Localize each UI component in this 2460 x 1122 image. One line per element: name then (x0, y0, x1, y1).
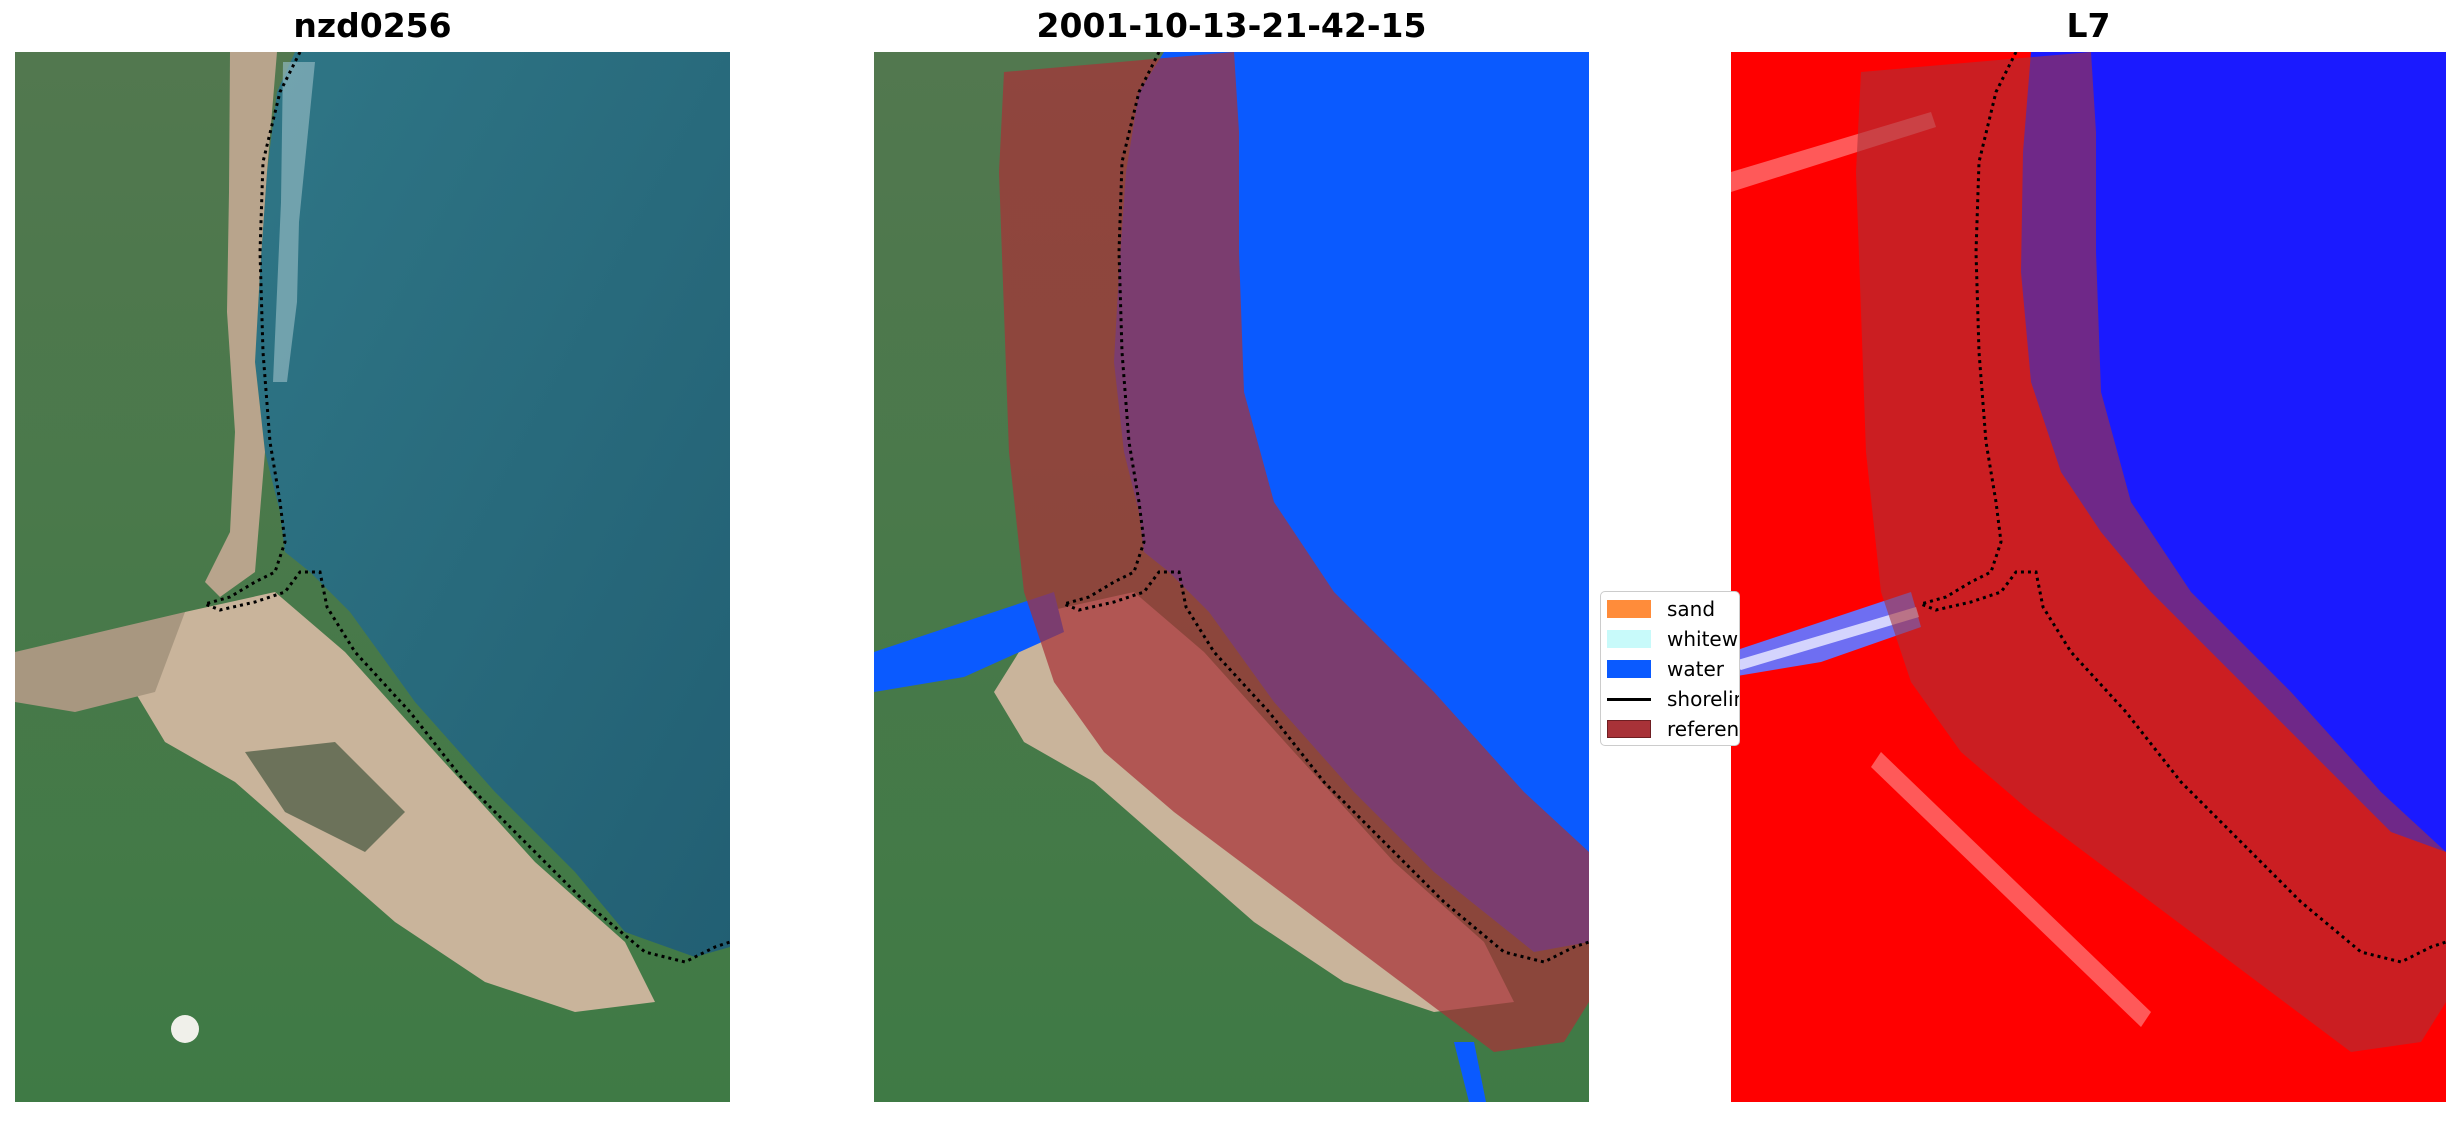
classified-panel-title: 2001-10-13-21-42-15 (1036, 6, 1427, 45)
legend-item-water: water (1607, 655, 1724, 683)
legend: sand whitewater water shoreline referenc… (1600, 591, 1740, 746)
legend-swatch-whitewater (1607, 630, 1651, 648)
legend-item-reference-buffer: reference shoreline buffer (1607, 715, 1740, 743)
classified-image (874, 52, 1589, 1102)
legend-swatch-sand (1607, 600, 1651, 618)
legend-line-shoreline (1607, 697, 1651, 701)
legend-item-sand: sand (1607, 595, 1715, 623)
legend-clip-edge (1731, 591, 1741, 746)
rgb-panel-title: nzd0256 (293, 6, 452, 45)
legend-swatch-reference-buffer (1607, 720, 1651, 738)
legend-label-sand: sand (1667, 597, 1716, 621)
legend-label-whitewater: whitewater (1667, 627, 1739, 651)
legend-label-shoreline: shoreline (1667, 687, 1739, 711)
index-panel-title: L7 (2066, 6, 2111, 45)
legend-label-reference-buffer: reference shoreline buffer (1667, 717, 1740, 741)
water-index-image (1731, 52, 2446, 1102)
rgb-satellite-image (15, 52, 730, 1102)
legend-swatch-water (1607, 660, 1651, 678)
legend-item-shoreline: shoreline (1607, 685, 1739, 713)
legend-item-whitewater: whitewater (1607, 625, 1739, 653)
legend-label-water: water (1667, 657, 1724, 681)
